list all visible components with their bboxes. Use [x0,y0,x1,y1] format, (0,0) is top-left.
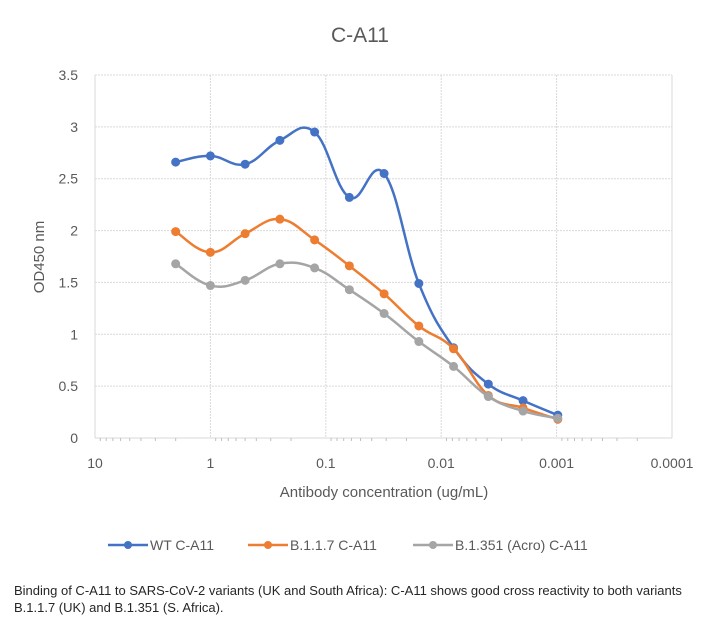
data-point [449,361,459,371]
y-axis-ticks: 0 0.5 1 1.5 2 2.5 3 3.5 [59,67,79,446]
data-point [379,169,389,179]
data-point [205,247,215,257]
y-tick-label: 2.5 [59,171,79,187]
grid [94,74,673,441]
legend-label: WT C-A11 [150,537,214,553]
x-tick-label: 0.001 [539,455,574,471]
legend-swatch-marker [429,541,437,549]
legend-item: WT C-A11 [108,537,214,553]
data-point [205,151,215,161]
y-tick-label: 0.5 [59,378,79,394]
y-axis-label: OD450 nm [31,221,48,294]
x-tick-label: 0.0001 [651,455,694,471]
x-tick-label: 1 [207,455,215,471]
x-tick-label: 0.1 [316,455,336,471]
series-2 [171,259,563,423]
figure-caption: Binding of C-A11 to SARS-CoV-2 variants … [14,583,682,615]
data-point [483,379,493,389]
series-0 [171,126,563,420]
series-line [174,261,559,420]
legend: WT C-A11 B.1.1.7 C-A11 B.1.351 (Acro) C-A1… [108,537,588,553]
y-tick-label: 0 [70,430,78,446]
y-tick-label: 3.5 [59,67,79,83]
chart-title: C-A11 [331,24,389,47]
data-point [344,285,354,295]
data-point [310,235,320,245]
data-point [240,159,250,169]
data-point [379,309,389,319]
data-point [171,157,181,167]
data-point [449,344,459,354]
data-point [205,281,215,291]
series-line [175,126,559,417]
data-point [483,392,493,402]
legend-swatch-marker [264,541,272,549]
data-point [414,321,424,331]
y-tick-label: 3 [70,119,78,135]
chart: C-A11 0 0.5 1 1.5 2 2.5 3 3.5 10 1 0.1 0.01 0.001 0.… [31,24,694,553]
data-point [344,192,354,202]
legend-label: B.1.351 (Acro) C-A11 [455,537,588,553]
data-point [379,289,389,299]
x-tick-label: 10 [87,455,103,471]
data-point [414,337,424,347]
y-tick-label: 1 [70,326,78,342]
data-point [240,229,250,239]
legend-item: B.1.351 (Acro) C-A11 [413,537,588,553]
data-point [275,214,285,224]
data-point [171,259,181,269]
data-point [275,259,285,269]
data-point [344,261,354,271]
legend-item: B.1.1.7 C-A11 [248,537,377,553]
data-point [310,263,320,273]
data-point [518,406,528,416]
data-point [310,127,320,137]
legend-swatch-marker [124,541,132,549]
legend-label: B.1.1.7 C-A11 [290,537,377,553]
x-tick-label: 0.01 [428,455,455,471]
data-point [240,275,250,285]
x-axis-label: Antibody concentration (ug/mL) [280,484,488,501]
data-point [414,278,424,288]
y-tick-label: 1.5 [59,274,79,290]
y-tick-label: 2 [70,223,78,239]
data-point [275,135,285,145]
series-line [174,217,559,421]
data-point [553,413,563,423]
series-group [171,126,563,424]
x-axis-ticks: 10 1 0.1 0.01 0.001 0.0001 [87,455,693,471]
data-point [171,227,181,237]
